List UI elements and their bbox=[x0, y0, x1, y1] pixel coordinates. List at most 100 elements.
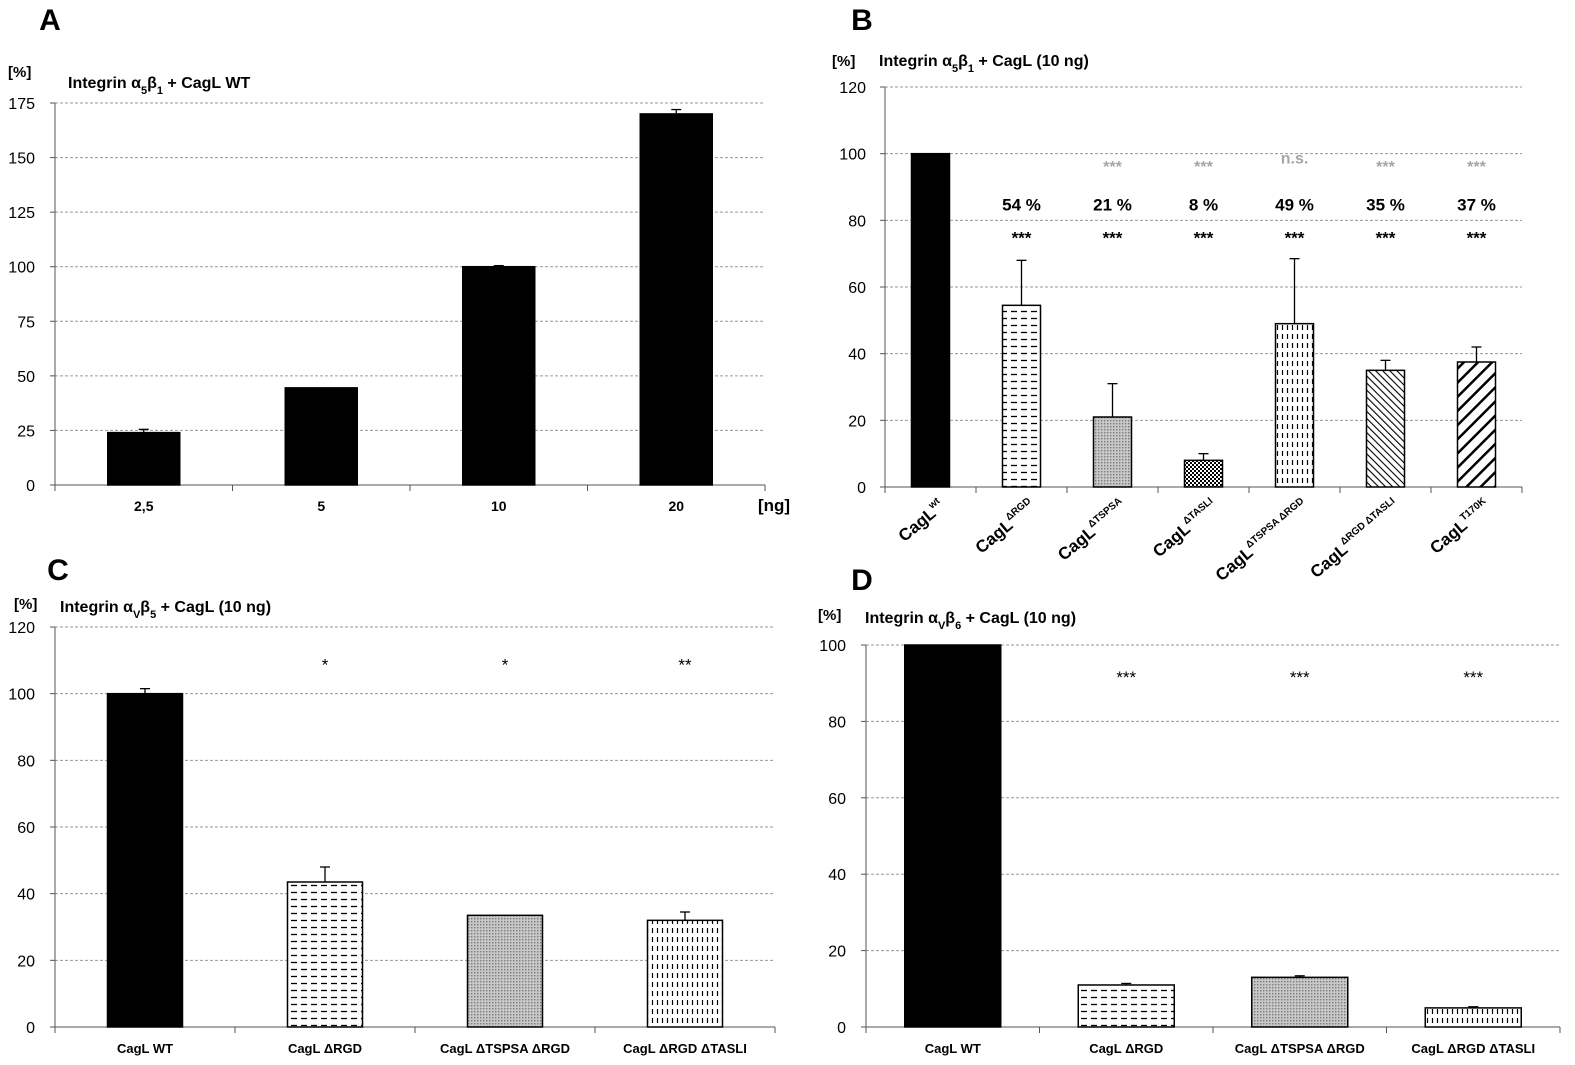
x-tick-label-sup: ΔRGD bbox=[1004, 496, 1034, 523]
x-tick-label: CagL ΔRGD bbox=[288, 1041, 362, 1056]
title-part: + CagL (10 ng) bbox=[961, 610, 1076, 627]
significance-marker-grey: *** bbox=[1376, 159, 1395, 176]
y-tick-label: 80 bbox=[828, 714, 846, 731]
percent-label: 35 % bbox=[1366, 195, 1405, 214]
title-part: β bbox=[958, 53, 968, 70]
x-tick-label: CagL ΔTSPSA ΔRGD bbox=[1235, 1041, 1365, 1056]
y-tick-label: 120 bbox=[839, 80, 866, 97]
y-tick-label: 75 bbox=[17, 314, 35, 331]
percent-label: 21 % bbox=[1093, 195, 1132, 214]
panel-letter: A bbox=[39, 4, 61, 37]
panel-a: A[%]Integrin α5β1 + CagL WT0255075100125… bbox=[8, 4, 790, 515]
title-part: + CagL WT bbox=[163, 75, 250, 92]
significance-marker-grey: *** bbox=[1194, 159, 1213, 176]
significance-marker: ** bbox=[678, 655, 692, 674]
x-tick-label: CagLΔTSPSA ΔRGD bbox=[1211, 496, 1312, 585]
significance-marker: *** bbox=[1376, 229, 1396, 248]
title-part: Integrin α bbox=[879, 53, 952, 70]
panel-letter: C bbox=[47, 554, 69, 587]
x-tick-label: CagLΔTSPSA bbox=[1054, 496, 1130, 565]
title-part: 1 bbox=[968, 63, 974, 75]
y-tick-label: 50 bbox=[17, 369, 35, 386]
y-tick-label: 40 bbox=[17, 887, 35, 904]
bar bbox=[1424, 1007, 1522, 1028]
bar bbox=[1456, 361, 1497, 488]
y-tick-label: 100 bbox=[839, 147, 866, 164]
significance-marker: *** bbox=[1012, 229, 1032, 248]
panel-letter: B bbox=[851, 4, 873, 37]
x-tick-label-sup: ΔRGD ΔTASLI bbox=[1338, 496, 1397, 548]
x-tick-label: 5 bbox=[317, 498, 325, 514]
significance-marker: *** bbox=[1194, 229, 1214, 248]
chart-title: Integrin α5β1 + CagL WT bbox=[68, 75, 250, 97]
y-axis-label: [%] bbox=[818, 607, 841, 624]
y-tick-label: 100 bbox=[819, 638, 846, 655]
x-axis-label: [ng] bbox=[758, 496, 790, 515]
significance-marker: *** bbox=[1285, 229, 1305, 248]
title-part: V bbox=[938, 620, 946, 632]
bar bbox=[1001, 304, 1042, 488]
significance-marker: *** bbox=[1116, 668, 1136, 687]
y-tick-label: 150 bbox=[8, 151, 35, 168]
x-tick-label: 10 bbox=[491, 498, 507, 514]
x-tick-label: CagL WT bbox=[925, 1041, 981, 1056]
significance-marker-grey: *** bbox=[1103, 159, 1122, 176]
y-tick-label: 175 bbox=[8, 96, 35, 113]
percent-label: 37 % bbox=[1457, 195, 1496, 214]
significance-marker: * bbox=[322, 655, 329, 674]
y-tick-label: 0 bbox=[857, 480, 866, 497]
y-tick-label: 80 bbox=[848, 213, 866, 230]
x-tick-label-sup: ΔTSPSA bbox=[1086, 496, 1124, 530]
bar bbox=[1183, 459, 1224, 488]
significance-marker: *** bbox=[1463, 668, 1483, 687]
y-tick-label: 0 bbox=[26, 1020, 35, 1037]
panel-c: C [%] Integrin αVβ5 + CagL (10 ng) 0 20 40 60 8… bbox=[8, 554, 776, 1056]
x-tick-label: 2,5 bbox=[134, 498, 154, 514]
title-part: β bbox=[147, 75, 157, 92]
percent-label: 49 % bbox=[1275, 195, 1314, 214]
significance-marker-grey: *** bbox=[1467, 159, 1486, 176]
y-axis-label: [%] bbox=[8, 64, 31, 81]
y-tick-label: 20 bbox=[848, 413, 866, 430]
percent-label: 54 % bbox=[1002, 195, 1041, 214]
bar bbox=[462, 265, 536, 486]
y-tick-label: 25 bbox=[17, 423, 35, 440]
title-part: + CagL (10 ng) bbox=[156, 599, 271, 616]
title-part: + CagL (10 ng) bbox=[974, 53, 1089, 70]
panel-letter: D bbox=[851, 564, 873, 597]
x-tick-label: 20 bbox=[668, 498, 684, 514]
y-tick-label: 0 bbox=[837, 1020, 846, 1037]
bar bbox=[1251, 976, 1349, 1028]
panel-d: D [%] Integrin αVβ6 + CagL (10 ng) 0 20 40 60 8… bbox=[818, 564, 1561, 1056]
title-part: Integrin α bbox=[68, 75, 141, 92]
y-tick-label: 60 bbox=[848, 280, 866, 297]
x-tick-label: CagLΔTASLI bbox=[1149, 496, 1222, 561]
y-tick-label: 100 bbox=[8, 687, 35, 704]
significance-marker: *** bbox=[1290, 668, 1310, 687]
y-tick-label: 40 bbox=[828, 867, 846, 884]
chart-title: Integrin α5β1 + CagL (10 ng) bbox=[879, 53, 1089, 75]
title-part: β bbox=[140, 599, 150, 616]
x-tick-label: CagLT170K bbox=[1426, 495, 1495, 557]
bar bbox=[646, 919, 724, 1028]
title-part: 5 bbox=[952, 63, 958, 75]
bar bbox=[107, 431, 181, 486]
chart-title: Integrin αVβ6 + CagL (10 ng) bbox=[865, 610, 1076, 632]
y-axis-label: [%] bbox=[832, 53, 855, 70]
y-tick-label: 60 bbox=[828, 791, 846, 808]
title-part: 6 bbox=[955, 620, 961, 632]
title-part: β bbox=[945, 610, 955, 627]
x-tick-label: CagL ΔRGD ΔTASLI bbox=[623, 1041, 747, 1056]
y-tick-label: 120 bbox=[8, 620, 35, 637]
bar bbox=[106, 692, 184, 1028]
y-tick-label: 20 bbox=[828, 944, 846, 961]
significance-marker: *** bbox=[1103, 229, 1123, 248]
bar bbox=[466, 914, 544, 1028]
x-tick-label: CagLwt bbox=[894, 495, 948, 545]
title-part: Integrin α bbox=[60, 599, 133, 616]
x-tick-label: CagL WT bbox=[117, 1041, 173, 1056]
x-tick-label-sup: ΔTASLI bbox=[1181, 496, 1215, 527]
title-part: V bbox=[133, 609, 141, 621]
bar bbox=[910, 152, 951, 488]
